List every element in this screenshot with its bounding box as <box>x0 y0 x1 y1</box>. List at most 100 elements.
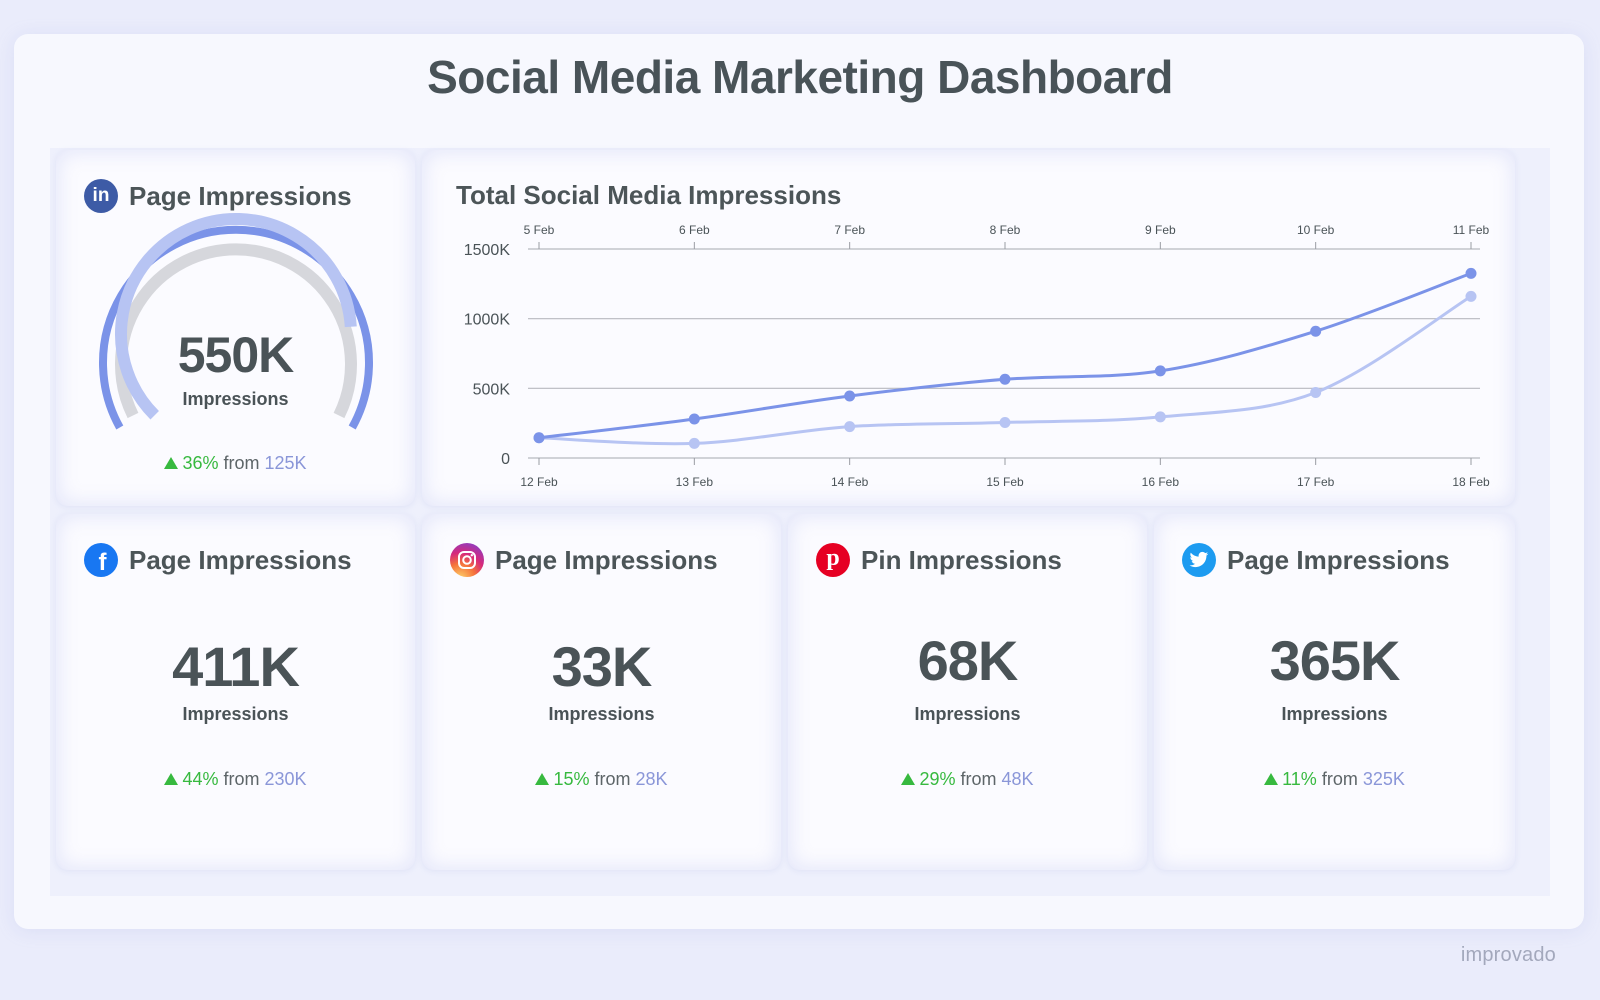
instagram-from-value: 28K <box>635 769 668 789</box>
series-point-1 <box>999 373 1011 385</box>
twitter-card-header: Page Impressions <box>1182 542 1450 578</box>
facebook-from-value: 230K <box>264 769 307 789</box>
instagram-card-title: Page Impressions <box>495 544 718 575</box>
brand-logo: improvado <box>1460 944 1556 966</box>
twitter-value: 365K <box>1269 629 1401 692</box>
series-point-1 <box>1154 365 1166 377</box>
facebook-icon: f <box>84 543 118 577</box>
chart-title: Total Social Media Impressions <box>456 180 842 210</box>
linkedin-from-word: from <box>223 453 260 473</box>
facebook-from-word: from <box>223 769 260 789</box>
instagram-label: Impressions <box>548 704 655 724</box>
instagram-card-header: Page Impressions <box>450 542 718 578</box>
pinterest-delta-pct: 29% <box>919 769 956 789</box>
instagram-from-word: from <box>594 769 631 789</box>
page-title: Social Media Marketing Dashboard <box>427 51 1173 103</box>
pinterest-delta: 29% from 48K <box>788 769 1147 790</box>
y-tick-label: 1000K <box>464 312 511 329</box>
y-tick-label: 0 <box>501 451 510 468</box>
facebook-label: Impressions <box>182 704 289 724</box>
pinterest-label: Impressions <box>914 704 1021 724</box>
twitter-from-word: from <box>1321 769 1358 789</box>
facebook-icon-glyph: f <box>98 549 107 576</box>
impressions-line-chart: 0 500K 1000K 1500K 5 Feb 6 Feb 7 Feb 8 Feb 9 Feb… <box>464 223 1490 489</box>
series-point-1 <box>688 413 700 425</box>
x-bottom-tick-label: 15 Feb <box>986 475 1024 489</box>
gauge-fill-arc <box>115 213 357 420</box>
x-top-tick-label: 8 Feb <box>990 223 1021 237</box>
facebook-delta: 44% from 230K <box>56 769 415 790</box>
linkedin-icon-glyph: in <box>92 185 110 206</box>
y-tick-label: 1500K <box>464 242 511 259</box>
linkedin-gauge <box>99 213 373 430</box>
instagram-card[interactable]: Page Impressions 33K Impressions 15% fro… <box>422 514 781 870</box>
series-point-2 <box>844 421 856 433</box>
series-point-1 <box>1465 267 1477 279</box>
up-arrow-icon <box>535 773 550 785</box>
instagram-value: 33K <box>551 635 653 698</box>
series-point-1 <box>844 390 856 402</box>
pinterest-icon: p <box>816 543 850 577</box>
linkedin-from-value: 125K <box>264 453 307 473</box>
facebook-value: 411K <box>172 635 300 698</box>
instagram-camera-glyph <box>458 551 476 569</box>
twitter-label: Impressions <box>1281 704 1388 724</box>
twitter-bird-glyph <box>1189 551 1209 568</box>
pinterest-from-value: 48K <box>1001 769 1034 789</box>
x-top-tick-label: 6 Feb <box>679 223 710 237</box>
series-point-2 <box>1310 387 1322 399</box>
x-bottom-tick-label: 16 Feb <box>1142 475 1180 489</box>
x-top-tick-label: 5 Feb <box>524 223 555 237</box>
x-bottom-tick-label: 17 Feb <box>1297 475 1335 489</box>
x-bottom-tick-label: 14 Feb <box>831 475 869 489</box>
up-arrow-icon <box>164 773 179 785</box>
linkedin-card-header: in Page Impressions <box>84 178 352 214</box>
facebook-card-title: Page Impressions <box>129 544 352 575</box>
linkedin-label: Impressions <box>182 389 289 409</box>
series-point-2 <box>999 416 1011 428</box>
facebook-card-header: f Page Impressions <box>84 542 352 578</box>
x-top-tick-label: 10 Feb <box>1297 223 1335 237</box>
up-arrow-icon <box>164 457 179 469</box>
twitter-icon <box>1182 543 1216 577</box>
instagram-delta-pct: 15% <box>553 769 590 789</box>
facebook-card[interactable]: f Page Impressions 411K Impressions 44% … <box>56 514 415 870</box>
up-arrow-icon <box>1264 773 1279 785</box>
instagram-icon <box>450 543 484 577</box>
twitter-card-title: Page Impressions <box>1227 544 1450 575</box>
x-top-tick-label: 7 Feb <box>834 223 865 237</box>
series-line-1 <box>538 271 1472 440</box>
facebook-delta-pct: 44% <box>182 769 219 789</box>
linkedin-card[interactable]: in Page Impressions 550K Impressions 36%… <box>56 150 415 506</box>
twitter-delta: 11% from 325K <box>1154 769 1515 790</box>
x-bottom-tick-label: 13 Feb <box>676 475 714 489</box>
linkedin-icon: in <box>84 179 118 213</box>
instagram-delta: 15% from 28K <box>422 769 781 790</box>
twitter-card[interactable]: Page Impressions 365K Impressions 11% fr… <box>1154 514 1515 870</box>
twitter-delta-pct: 11% <box>1282 769 1317 789</box>
cards-area: in Page Impressions 550K Impressions 36%… <box>50 148 1550 896</box>
twitter-from-value: 325K <box>1362 769 1405 789</box>
total-impressions-chart-card[interactable]: Total Social Media Impressions 0 500K 1000… <box>422 150 1515 506</box>
pinterest-card-header: p Pin Impressions <box>816 542 1062 578</box>
pinterest-card[interactable]: p Pin Impressions 68K Impressions 29% fr… <box>788 514 1147 870</box>
gauge-outer-arc <box>99 225 373 430</box>
series-point-2 <box>688 437 700 449</box>
x-top-tick-label: 11 Feb <box>1453 223 1490 237</box>
pinterest-icon-glyph: p <box>826 544 840 571</box>
linkedin-card-title: Page Impressions <box>129 180 352 211</box>
linkedin-value: 550K <box>177 327 295 383</box>
series-point-1 <box>1310 325 1322 337</box>
linkedin-delta-pct: 36% <box>182 453 219 473</box>
pinterest-card-title: Pin Impressions <box>861 544 1062 575</box>
pinterest-from-word: from <box>960 769 997 789</box>
y-tick-label: 500K <box>473 381 511 398</box>
pinterest-value: 68K <box>917 629 1019 692</box>
series-point-2 <box>1154 411 1166 423</box>
x-bottom-tick-label: 18 Feb <box>1452 475 1490 489</box>
up-arrow-icon <box>901 773 916 785</box>
x-top-tick-label: 9 Feb <box>1145 223 1176 237</box>
series-point-1 <box>533 432 545 444</box>
series-point-2 <box>1465 290 1477 302</box>
linkedin-delta: 36% from 125K <box>56 453 415 474</box>
